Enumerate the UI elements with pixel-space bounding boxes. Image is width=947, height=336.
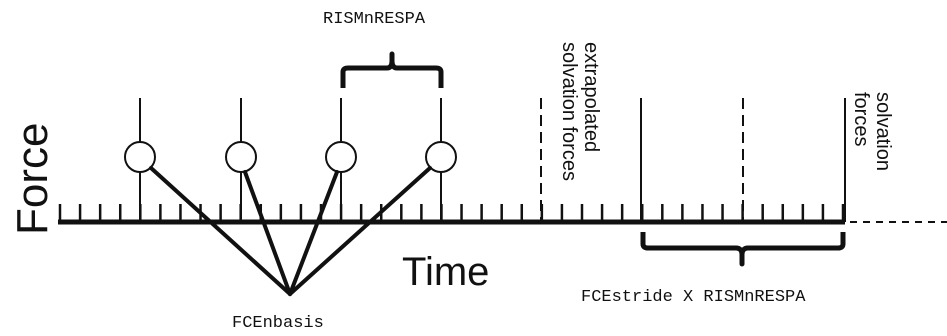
time-ticks — [58, 204, 845, 222]
extrapolated-label-line-2: solvation forces — [558, 42, 580, 181]
top-brace — [340, 51, 444, 88]
basis-connector-3 — [288, 170, 339, 296]
extrapolated-label-line-1: extrapolated — [580, 42, 602, 153]
extrapolated-solvation-forces-label: extrapolated solvation forces — [558, 42, 602, 181]
solvation-forces-label: solvation forces — [850, 92, 894, 171]
basis-connector-2 — [243, 170, 292, 296]
force-axis-label: Force — [8, 122, 57, 235]
force-circle-4 — [425, 141, 457, 173]
bottom-brace — [640, 232, 846, 267]
solvation-label-line-2: forces — [850, 92, 872, 147]
force-markers — [124, 98, 457, 222]
top-brace-label: RISMnRESPA — [323, 10, 426, 29]
basis-connector-1 — [149, 166, 292, 296]
force-circle-2 — [225, 141, 257, 173]
solvation-label-line-1: solvation — [872, 92, 894, 171]
extrapolated-force-lines — [540, 98, 846, 222]
basis-connectors — [149, 166, 432, 296]
time-axis-label: Time — [402, 250, 490, 294]
force-circle-1 — [124, 141, 156, 173]
basis-connector-4 — [288, 166, 432, 296]
force-circle-3 — [325, 141, 357, 173]
stride-label: FCEstride X RISMnRESPA — [581, 288, 806, 307]
basis-label: FCEnbasis — [232, 314, 324, 333]
